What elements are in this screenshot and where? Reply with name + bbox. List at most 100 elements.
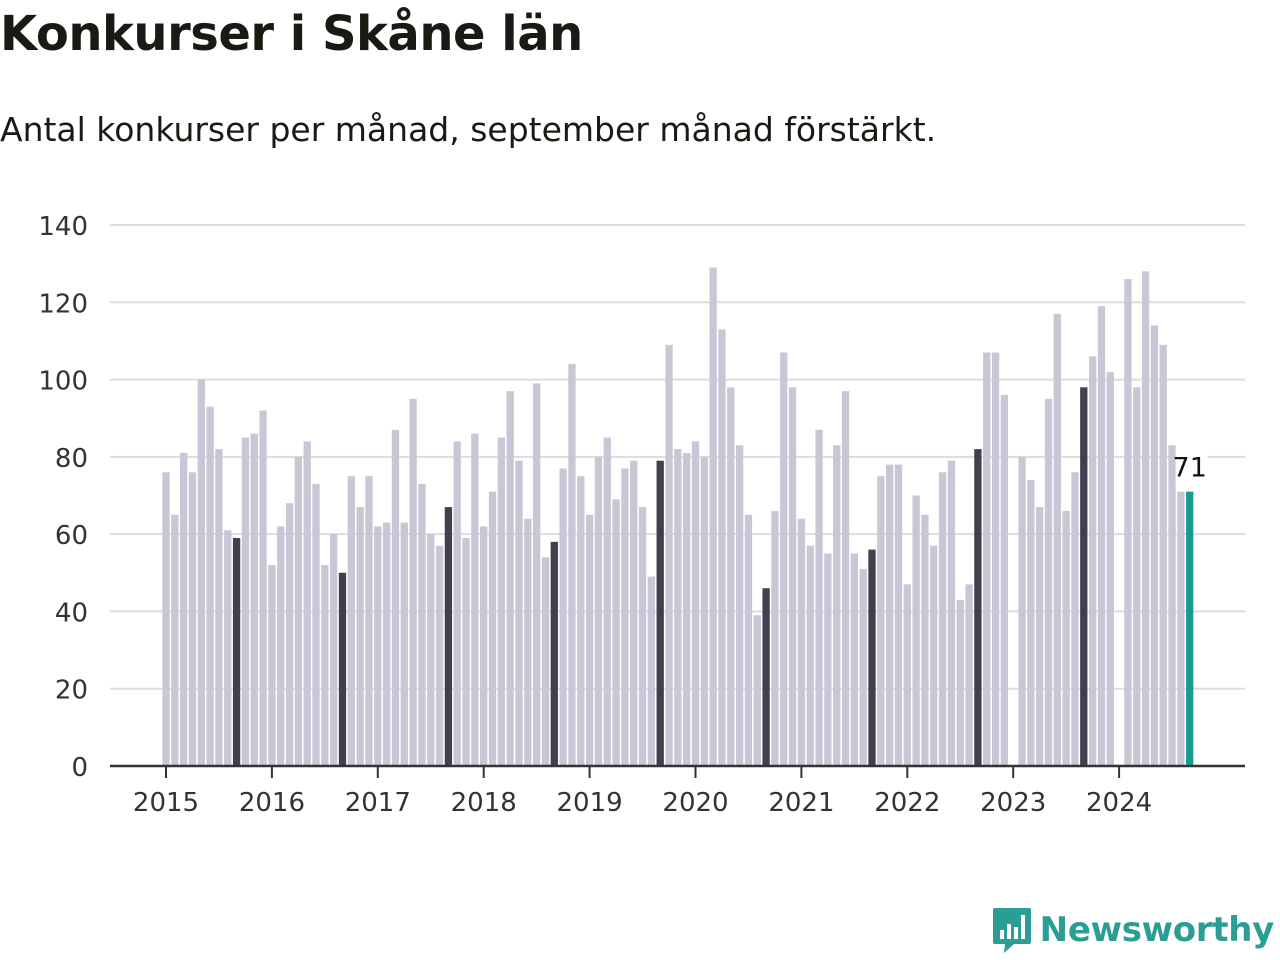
y-tick-label: 140 xyxy=(38,212,88,242)
bar xyxy=(382,522,391,766)
bar xyxy=(1124,279,1132,766)
bar xyxy=(1062,510,1070,766)
bar xyxy=(1044,398,1053,766)
bar-september xyxy=(974,449,982,766)
bar xyxy=(859,568,867,766)
bar xyxy=(480,526,488,766)
bar xyxy=(347,476,355,766)
bar xyxy=(294,456,303,766)
bar xyxy=(1141,271,1150,766)
x-tick-label: 2022 xyxy=(874,788,940,818)
bar xyxy=(515,460,523,766)
bar xyxy=(1150,325,1159,766)
bar xyxy=(162,472,170,766)
bar xyxy=(709,267,717,766)
bar xyxy=(180,452,188,766)
bar xyxy=(1053,313,1061,766)
bar xyxy=(585,514,594,766)
y-tick-label: 100 xyxy=(38,367,88,397)
x-tick-label: 2023 xyxy=(980,788,1046,818)
bar xyxy=(921,514,929,766)
bar xyxy=(850,553,858,766)
bar xyxy=(1106,371,1114,766)
x-tick-label: 2019 xyxy=(557,788,623,818)
data-label-latest: 71 xyxy=(1173,453,1207,484)
y-tick-label: 20 xyxy=(55,676,88,706)
chart-subtitle: Antal konkurser per månad, september mån… xyxy=(0,110,937,149)
bar xyxy=(1088,356,1097,766)
bar xyxy=(374,526,382,766)
bar xyxy=(824,553,832,766)
bar xyxy=(321,565,329,766)
bar xyxy=(753,615,761,766)
bar xyxy=(409,398,417,766)
bar xyxy=(683,452,691,766)
bar xyxy=(577,476,585,766)
bar-september xyxy=(338,572,347,766)
bar-september xyxy=(232,538,241,766)
bar xyxy=(947,460,956,766)
x-tick-label: 2016 xyxy=(239,788,305,818)
y-tick-label: 0 xyxy=(71,753,88,783)
bar xyxy=(206,406,214,766)
bar xyxy=(330,534,338,766)
y-tick-label: 60 xyxy=(55,521,88,551)
bar xyxy=(541,557,550,766)
bar xyxy=(912,495,920,766)
y-tick-label: 40 xyxy=(55,598,88,628)
bar xyxy=(771,510,779,766)
bar xyxy=(612,499,620,766)
bar xyxy=(788,387,797,766)
bar xyxy=(268,565,276,766)
x-axis-ticks: 2015 2016 2017 2018 2019 2020 2021 2022 2023 2024 xyxy=(133,766,1152,818)
bar xyxy=(241,437,250,766)
bar xyxy=(991,352,1000,766)
x-tick-label: 2020 xyxy=(662,788,728,818)
bar xyxy=(462,538,470,766)
bar xyxy=(833,445,841,766)
bar xyxy=(744,514,753,766)
x-tick-label: 2017 xyxy=(345,788,411,818)
bar xyxy=(250,433,258,766)
bar-september xyxy=(1080,387,1088,766)
bar xyxy=(930,545,938,766)
bar xyxy=(956,599,964,766)
bar xyxy=(259,410,267,766)
bar xyxy=(903,584,911,766)
bar xyxy=(1159,344,1167,766)
bar xyxy=(171,514,179,766)
bar xyxy=(453,441,461,766)
bar xyxy=(674,449,682,766)
bar xyxy=(594,456,603,766)
bar xyxy=(965,584,973,766)
bar xyxy=(1133,387,1141,766)
bar-latest xyxy=(1186,491,1194,766)
bar xyxy=(727,387,735,766)
bar-chart-speech-bubble-icon xyxy=(992,908,1031,953)
y-tick-label: 80 xyxy=(55,444,88,474)
data-labels: 71 xyxy=(1173,447,1208,488)
bar xyxy=(938,472,947,766)
bar-september xyxy=(656,460,664,766)
bar xyxy=(418,483,426,766)
bar xyxy=(1097,306,1106,766)
y-tick-label: 120 xyxy=(38,289,88,319)
bar xyxy=(506,391,514,766)
bar xyxy=(983,352,991,766)
bar xyxy=(427,534,435,766)
bar xyxy=(568,364,576,766)
bar-september xyxy=(550,541,558,766)
bar xyxy=(559,468,567,766)
bar xyxy=(1027,480,1035,766)
bar-september xyxy=(444,507,453,766)
bar xyxy=(603,437,611,766)
bar xyxy=(665,344,673,766)
bar xyxy=(435,545,444,766)
bar xyxy=(806,545,814,766)
bar xyxy=(1177,491,1185,766)
bar xyxy=(215,449,223,766)
bar xyxy=(877,476,885,766)
bar xyxy=(488,491,497,766)
bar xyxy=(356,507,364,766)
